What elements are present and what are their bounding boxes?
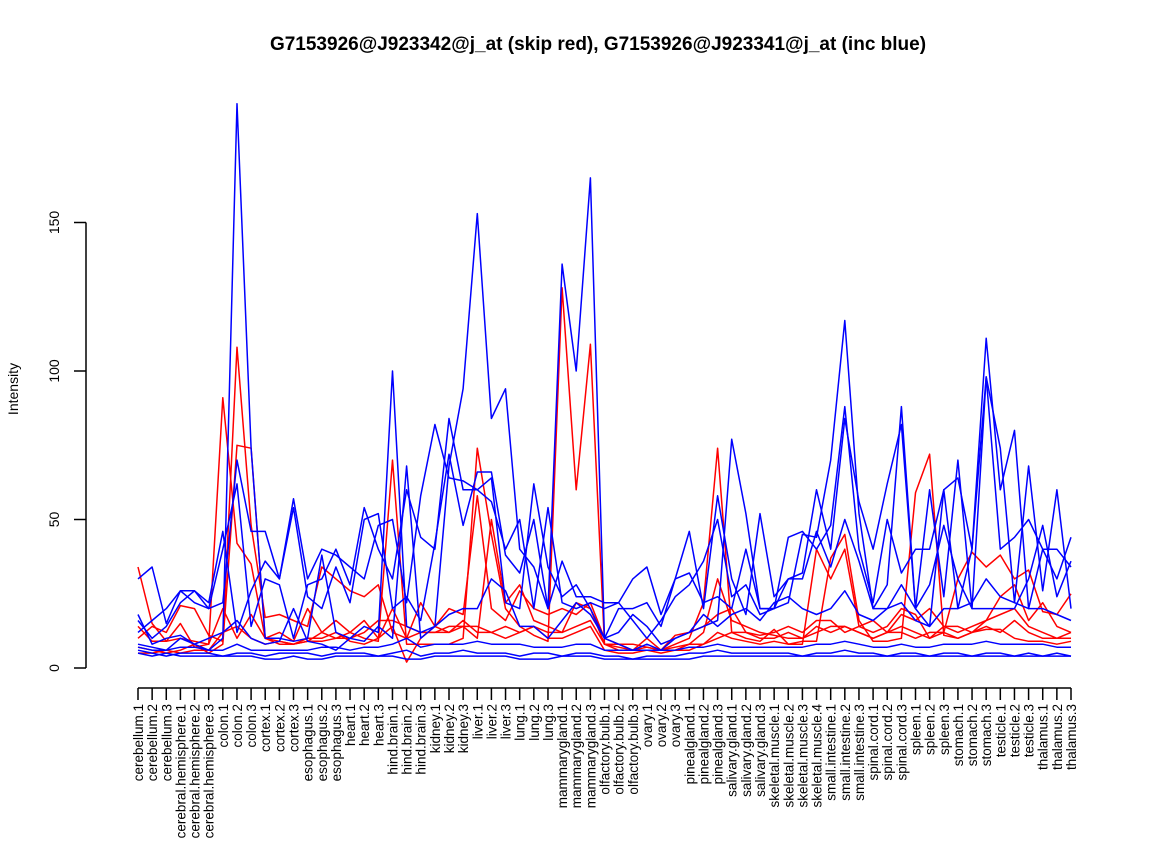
x-tick-label: thalamus.3 <box>1064 704 1079 770</box>
x-tick-label: hind.brain.1 <box>386 704 401 775</box>
chart-title: G7153926@J923342@j_at (skip red), G71539… <box>270 34 926 55</box>
x-tick-label: olfactory.bulb.3 <box>626 704 641 795</box>
series-layer <box>137 102 1072 663</box>
x-tick-label: small.intestine.3 <box>852 704 867 801</box>
y-tick-label: 100 <box>46 359 62 383</box>
x-tick-label: cerebral.hemisphere.1 <box>173 704 188 838</box>
x-tick-label: salivary.gland.1 <box>725 704 740 797</box>
x-tick-label: ovary.2 <box>654 704 669 747</box>
x-tick-label: testicle.1 <box>993 704 1008 757</box>
x-tick-label: salivary.gland.3 <box>753 704 768 797</box>
x-tick-label: stomach.1 <box>951 704 966 766</box>
x-tick-label: pinealgland.2 <box>697 704 712 784</box>
series-line-inc-9 <box>137 376 1072 640</box>
x-tick-label: liver.2 <box>484 704 499 739</box>
x-tick-label: heart.3 <box>371 704 386 746</box>
x-tick-label: esophagus.1 <box>301 704 316 781</box>
x-tick-label: liver.3 <box>499 704 514 739</box>
x-tick-label: cerebellum.3 <box>159 704 174 781</box>
y-tick-label: 0 <box>46 664 62 672</box>
x-tick-label: esophagus.2 <box>315 704 330 781</box>
x-tick-label: spinal.cord.1 <box>866 704 881 781</box>
x-tick-label: mammarygland.3 <box>583 704 598 808</box>
x-tick-label: stomach.3 <box>979 704 994 766</box>
x-tick-label: pinealgland.1 <box>682 704 697 784</box>
x-tick-label: small.intestine.1 <box>824 704 839 801</box>
x-tick-label: pinealgland.3 <box>711 704 726 784</box>
x-tick-label: testicle.2 <box>1008 704 1023 757</box>
x-tick-label: hind.brain.3 <box>414 704 429 775</box>
x-tick-label: ovary.1 <box>640 704 655 747</box>
x-tick-label: colon.2 <box>230 704 245 748</box>
y-axis: 0 50 100 150 <box>46 211 87 672</box>
x-tick-label: skeletal.muscle.1 <box>767 704 782 808</box>
x-tick-label: lung.3 <box>541 704 556 741</box>
x-axis: cerebellum.1 cerebellum.2 cerebellum.3 cere… <box>131 687 1079 838</box>
series-line-inc-6 <box>137 102 1072 651</box>
x-tick-label: cortex.1 <box>258 704 273 752</box>
x-tick-label: spleen.1 <box>909 704 924 755</box>
x-tick-label: hind.brain.2 <box>400 704 415 775</box>
x-tick-label: cerebellum.2 <box>145 704 160 781</box>
x-tick-label: cortex.2 <box>272 704 287 752</box>
x-tick-label: mammarygland.1 <box>555 704 570 808</box>
x-tick-label: spinal.cord.2 <box>880 704 895 781</box>
series-line-inc-11 <box>137 649 1072 660</box>
x-tick-label: thalamus.1 <box>1036 704 1051 770</box>
x-tick-label: heart.1 <box>343 704 358 746</box>
series-line-inc-7 <box>137 376 1072 625</box>
x-tick-label: lung.2 <box>527 704 542 741</box>
x-tick-label: mammarygland.2 <box>569 704 584 808</box>
x-tick-label: kidney.3 <box>456 704 471 753</box>
series-line-inc-13 <box>137 652 1071 660</box>
x-tick-label: skeletal.muscle.4 <box>810 704 825 808</box>
x-tick-label: cortex.3 <box>287 704 302 752</box>
x-tick-label: skeletal.muscle.3 <box>795 704 810 808</box>
x-tick-label: small.intestine.2 <box>838 704 853 801</box>
y-tick-label: 50 <box>46 512 62 528</box>
x-tick-label: esophagus.3 <box>329 704 344 781</box>
x-tick-label: thalamus.2 <box>1050 704 1065 770</box>
y-axis-label: Intensity <box>5 363 21 415</box>
series-line-inc-12 <box>137 637 1071 651</box>
x-tick-label: testicle.3 <box>1022 704 1037 757</box>
y-tick-label: 150 <box>46 211 62 235</box>
x-tick-label: salivary.gland.2 <box>739 704 754 797</box>
x-tick-label: cerebellum.1 <box>131 704 146 781</box>
x-tick-label: liver.1 <box>470 704 485 739</box>
x-tick-label: lung.1 <box>513 704 528 741</box>
x-tick-label: colon.3 <box>244 704 259 748</box>
x-tick-label: kidney.1 <box>428 704 443 753</box>
x-tick-label: olfactory.bulb.1 <box>598 704 613 795</box>
series-line-inc-10 <box>137 465 1072 651</box>
x-tick-label: ovary.3 <box>668 704 683 747</box>
series-line-skip-1 <box>137 287 1072 651</box>
x-tick-label: cerebral.hemisphere.3 <box>202 704 217 838</box>
x-tick-label: skeletal.muscle.2 <box>781 704 796 808</box>
x-tick-label: stomach.2 <box>965 704 980 766</box>
x-tick-label: kidney.2 <box>442 704 457 753</box>
x-tick-label: heart.2 <box>357 704 372 746</box>
x-tick-label: olfactory.bulb.2 <box>612 704 627 795</box>
x-tick-label: cerebral.hemisphere.2 <box>188 704 203 838</box>
x-tick-label: spinal.cord.3 <box>894 704 909 781</box>
x-tick-label: spleen.3 <box>937 704 952 755</box>
x-tick-label: spleen.2 <box>923 704 938 755</box>
x-tick-label: colon.1 <box>216 704 231 748</box>
